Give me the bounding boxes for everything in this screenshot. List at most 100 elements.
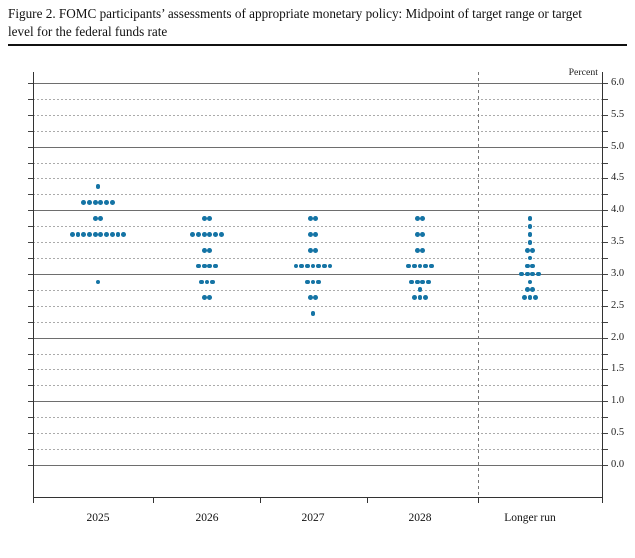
participant-dot — [109, 199, 115, 205]
participant-dot — [95, 184, 101, 189]
figure-title: Figure 2. FOMC participants’ assessments… — [8, 6, 582, 40]
gridline-solid — [33, 464, 602, 466]
gridline-dashed — [33, 130, 602, 132]
participant-dot — [190, 231, 196, 237]
x-axis-tick — [260, 497, 261, 503]
y-axis-tick-label: 0.0 — [611, 458, 625, 470]
y-axis-tick — [28, 194, 33, 196]
plot-border-left — [33, 72, 34, 497]
plot-border-right — [602, 72, 603, 497]
participant-dot — [207, 231, 213, 237]
gridline-solid — [33, 337, 602, 339]
participant-dot — [69, 231, 75, 237]
y-axis-tick-label: 1.5 — [611, 363, 625, 375]
participant-dot — [213, 263, 218, 269]
participant-dot — [530, 287, 536, 293]
y-axis-tick — [602, 369, 608, 371]
participant-dot — [519, 271, 524, 277]
participant-dot — [98, 231, 104, 237]
y-axis-tick — [602, 226, 608, 228]
y-axis-tick-label: 0.5 — [611, 427, 625, 439]
gridline-solid — [33, 146, 602, 148]
participant-dot — [420, 231, 426, 237]
y-axis-tick-label: 4.5 — [611, 172, 625, 184]
gridline-dashed — [33, 353, 602, 355]
participant-dot — [527, 279, 533, 285]
participant-dot — [293, 263, 299, 269]
participant-dot — [313, 231, 319, 237]
x-axis-label: 2028 — [408, 512, 432, 524]
participant-dot — [210, 279, 216, 285]
participant-dot — [92, 199, 98, 205]
gridline-dashed — [33, 114, 602, 116]
participant-dot — [207, 215, 213, 221]
participant-dot — [75, 231, 81, 237]
gridline-solid — [33, 273, 602, 275]
y-axis-tick — [602, 146, 608, 148]
y-axis-tick — [28, 369, 33, 371]
gridline-dashed — [33, 162, 602, 164]
participant-dot — [87, 231, 92, 237]
participant-dot — [313, 295, 319, 301]
participant-dot — [530, 263, 536, 269]
participant-dot — [411, 295, 417, 301]
participant-dot — [533, 295, 539, 301]
participant-dot — [81, 231, 87, 237]
y-axis-tick — [602, 289, 608, 291]
y-axis-tick — [602, 210, 608, 212]
x-axis-tick — [366, 497, 368, 503]
gridline-solid — [33, 83, 602, 84]
participant-dot — [207, 295, 213, 301]
participant-dot — [426, 279, 431, 285]
y-axis-tick — [28, 305, 33, 307]
y-axis-tick — [602, 353, 608, 355]
participant-dot — [304, 263, 310, 269]
x-axis-tick — [152, 497, 154, 503]
gridline-dashed — [33, 289, 602, 291]
participant-dot — [204, 279, 210, 285]
x-axis-label: 2025 — [86, 512, 110, 524]
participant-dot — [81, 199, 87, 205]
participant-dot — [207, 247, 213, 253]
participant-dot — [527, 231, 533, 237]
y-axis-tick — [602, 401, 608, 403]
participant-dot — [92, 215, 98, 221]
y-axis-tick — [28, 98, 33, 100]
participant-dot — [524, 287, 530, 293]
participant-dot — [201, 295, 207, 301]
y-axis-tick-label: 4.0 — [611, 204, 625, 216]
participant-dot — [307, 231, 313, 237]
y-axis-tick-label: 5.5 — [611, 108, 625, 120]
participant-dot — [313, 247, 319, 253]
participant-dot — [527, 223, 533, 229]
y-axis-tick — [602, 130, 608, 132]
participant-dot — [536, 271, 541, 277]
participant-dot — [420, 215, 426, 221]
participant-dot — [316, 263, 322, 269]
x-axis-label: Longer run — [504, 512, 556, 524]
participant-dot — [527, 239, 533, 245]
y-axis-tick — [602, 417, 608, 419]
participant-dot — [527, 215, 533, 221]
participant-dot — [414, 247, 420, 253]
participant-dot — [310, 311, 316, 317]
y-axis-tick — [28, 114, 33, 116]
participant-dot — [417, 287, 423, 293]
x-axis-tick — [602, 497, 603, 503]
participant-dot — [527, 295, 533, 301]
y-axis-tick — [28, 146, 33, 148]
gridline-dashed — [33, 385, 602, 387]
gridline-dashed — [33, 321, 602, 323]
gridline-dashed — [33, 178, 602, 180]
participant-dot — [530, 247, 536, 253]
participant-dot — [201, 215, 207, 221]
y-axis-tick — [602, 464, 608, 466]
y-axis-tick — [28, 226, 33, 228]
x-axis-label: 2027 — [301, 512, 325, 524]
participant-dot — [198, 279, 204, 285]
y-axis-tick — [28, 417, 33, 419]
participant-dot — [98, 199, 104, 205]
x-axis-tick — [33, 497, 34, 503]
participant-dot — [423, 263, 429, 269]
